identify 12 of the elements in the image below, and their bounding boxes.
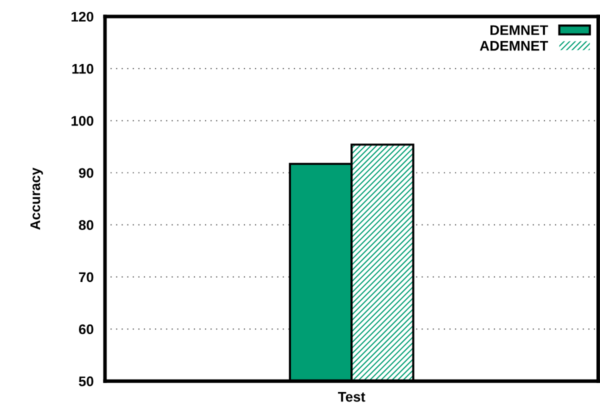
- y-tick-label: 90: [78, 168, 94, 178]
- y-tick-label: 120: [72, 12, 94, 22]
- x-axis-title: Test: [338, 392, 366, 402]
- y-tick-label: 80: [78, 220, 94, 230]
- y-tick-label: 50: [78, 376, 94, 386]
- y-axis-title: Accuracy: [30, 168, 43, 230]
- legend-label: ADEMNET: [480, 41, 548, 51]
- legend-label: DEMNET: [490, 25, 548, 35]
- y-tick-label: 100: [72, 116, 94, 126]
- y-tick-label: 110: [72, 64, 94, 74]
- y-tick-label: 60: [78, 324, 94, 334]
- y-tick-label: 70: [79, 272, 94, 282]
